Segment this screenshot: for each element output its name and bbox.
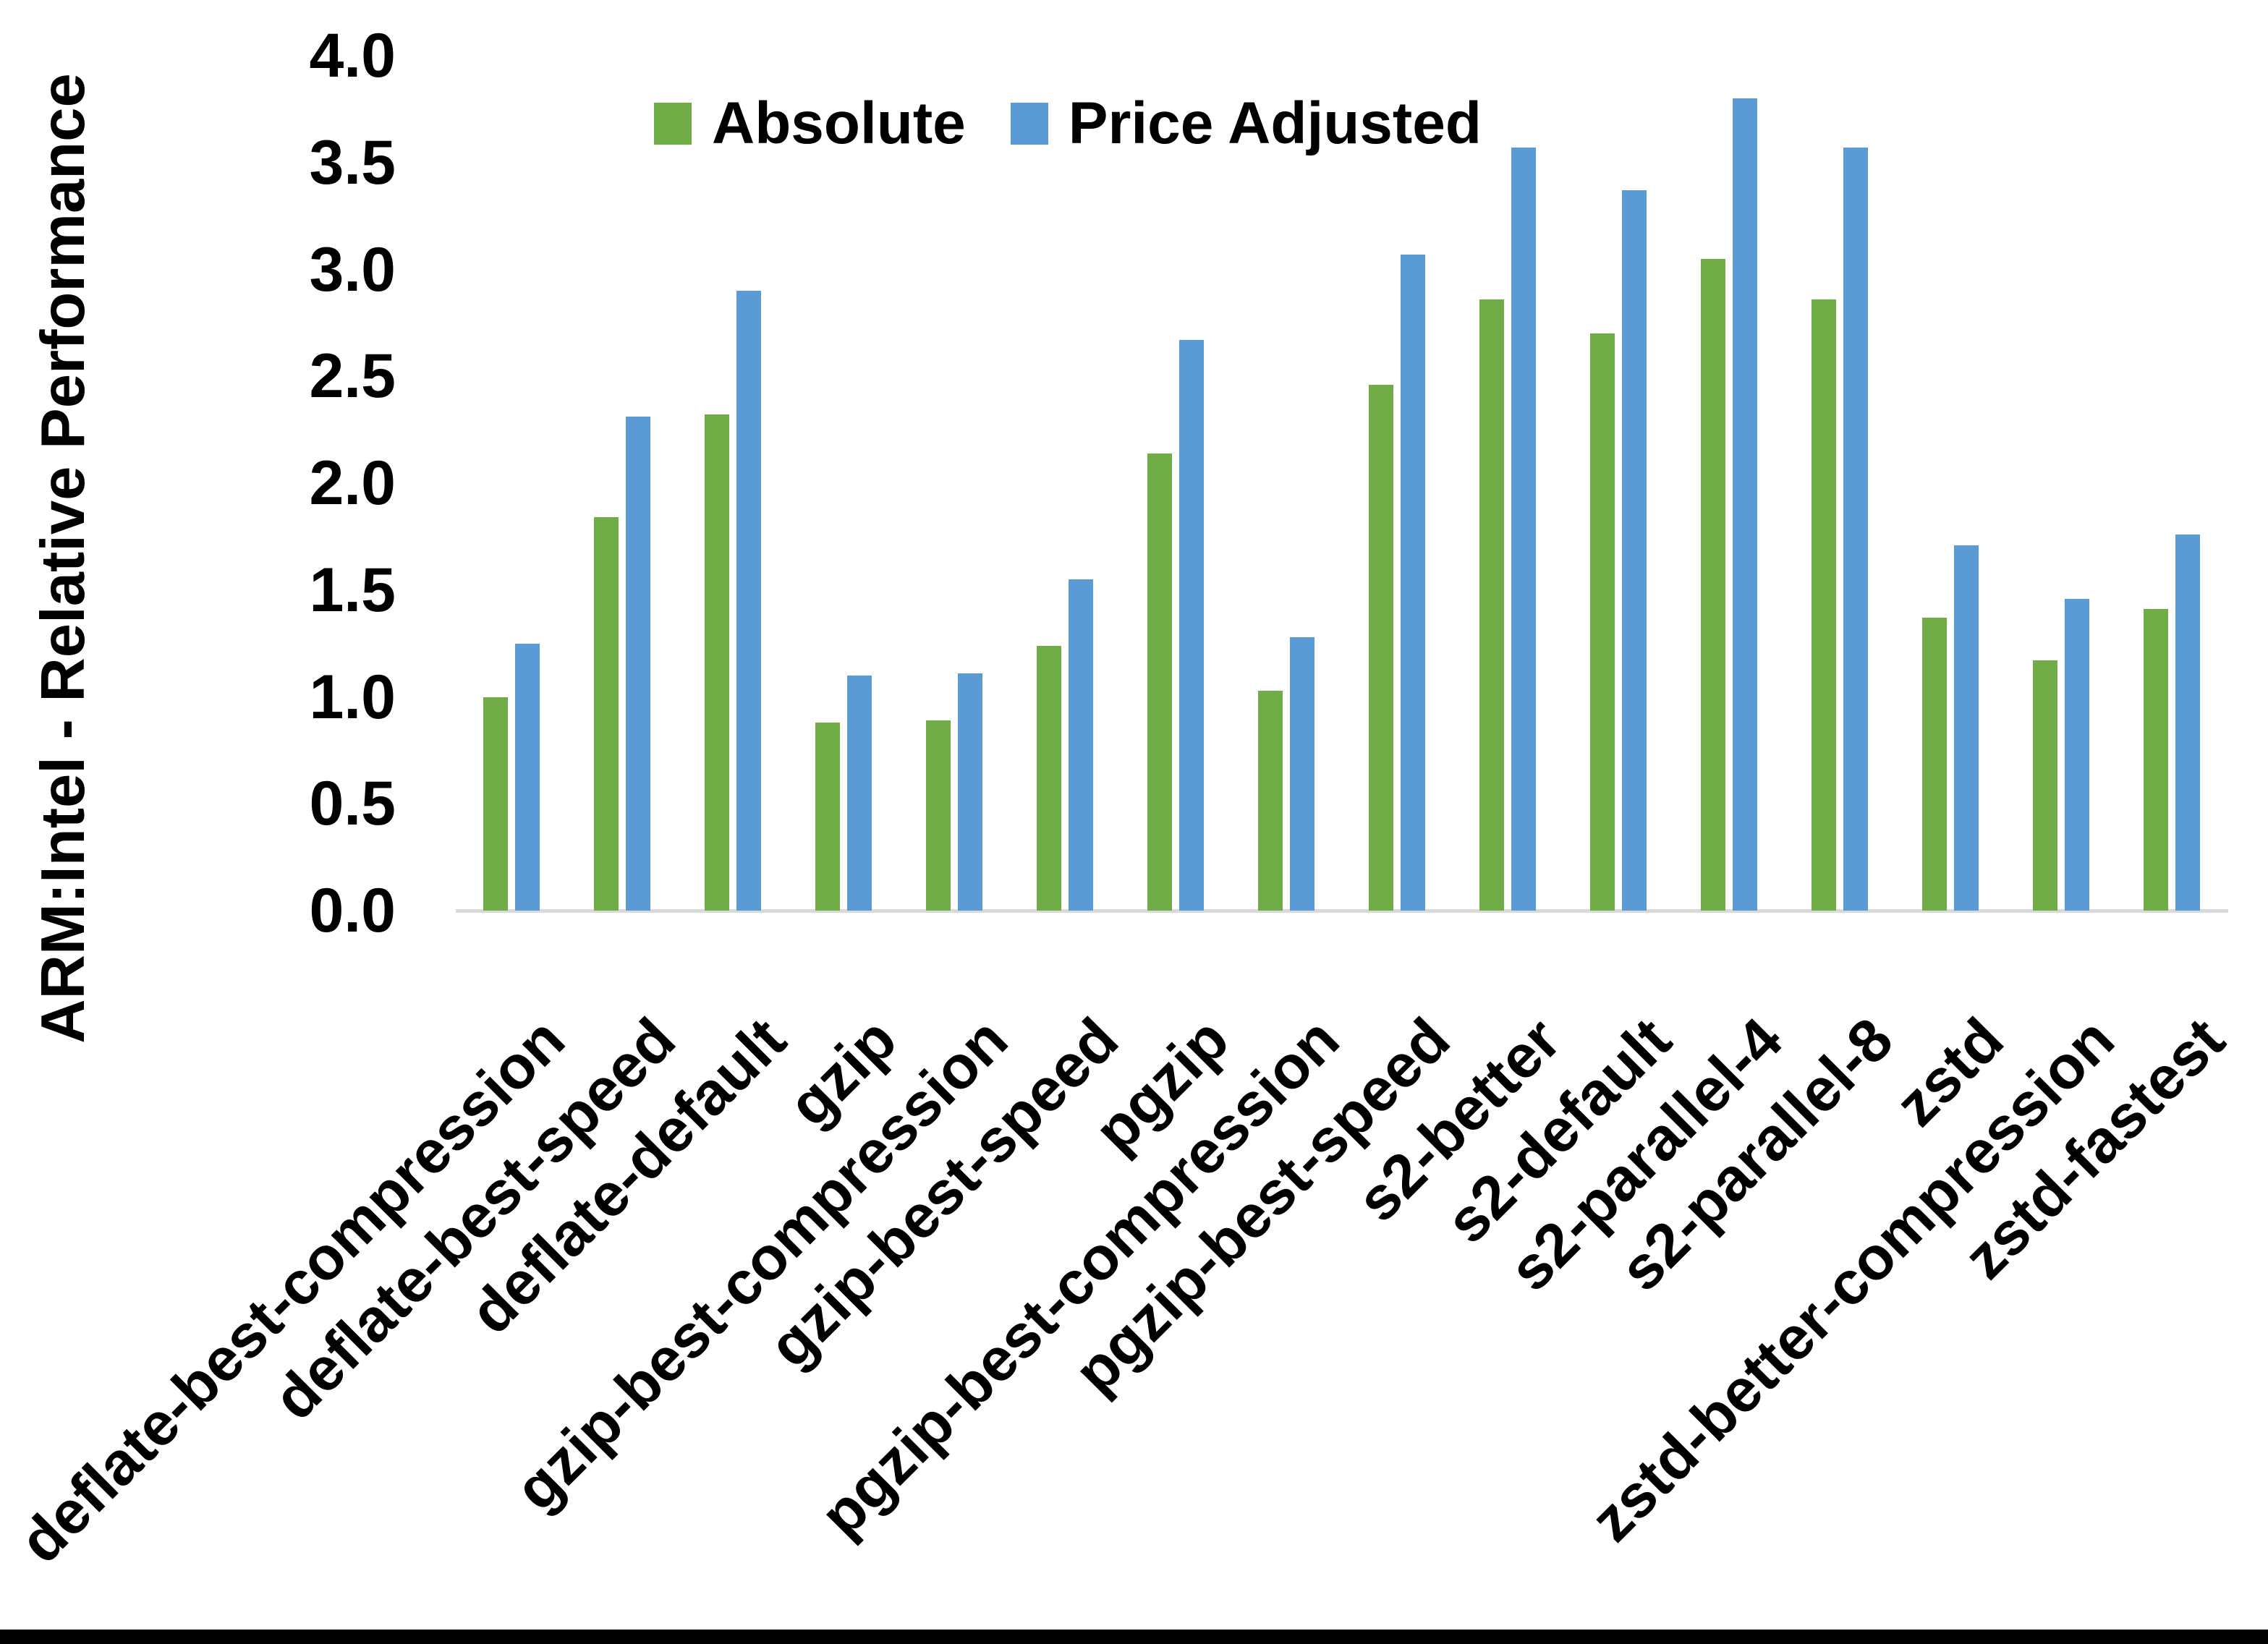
bar-price-adjusted (1179, 340, 1204, 911)
bar-price-adjusted (1622, 190, 1647, 911)
bar-absolute (1258, 690, 1283, 911)
bar-price-adjusted (1069, 579, 1093, 911)
legend-swatch-absolute-icon (654, 103, 692, 145)
y-tick-label: 1.5 (309, 555, 396, 625)
bar-absolute (1147, 453, 1172, 911)
bar-absolute (2033, 660, 2057, 911)
bar-price-adjusted (626, 417, 650, 911)
y-tick-label: 2.0 (309, 448, 396, 518)
bar-absolute (2144, 609, 2168, 911)
legend-item-price-adjusted: Price Adjusted (1010, 90, 1482, 156)
y-tick-label: 0.5 (309, 769, 396, 839)
bar-absolute (1037, 645, 1061, 911)
bar-absolute (1479, 299, 1504, 911)
legend-label-price-adjusted: Price Adjusted (1068, 90, 1482, 156)
bar-absolute (594, 517, 619, 911)
y-tick-label: 0.0 (309, 876, 396, 945)
bar-price-adjusted (2065, 598, 2089, 911)
legend-item-absolute: Absolute (654, 94, 966, 153)
bar-absolute (926, 720, 951, 911)
bar-absolute (815, 722, 840, 911)
bar-price-adjusted (736, 291, 761, 911)
bar-price-adjusted (1843, 148, 1868, 911)
y-tick-label: 2.5 (309, 341, 396, 412)
bar-price-adjusted (958, 673, 982, 911)
y-tick-label: 4.0 (309, 21, 396, 90)
bar-absolute (1922, 618, 1947, 911)
x-axis-line (456, 909, 2228, 913)
bar-price-adjusted (1401, 254, 1425, 911)
legend-label-absolute: Absolute (712, 90, 966, 156)
y-tick-label: 3.0 (309, 234, 396, 304)
bar-price-adjusted (1733, 98, 1757, 911)
bar-absolute (705, 414, 729, 911)
bar-price-adjusted (2175, 534, 2200, 911)
legend: Absolute Price Adjusted (654, 94, 1482, 153)
bar-absolute (1369, 385, 1393, 911)
screenshot-bottom-border (0, 1630, 2268, 1644)
bar-absolute (1701, 258, 1725, 911)
y-tick-label: 1.0 (309, 662, 396, 732)
bar-absolute (483, 697, 508, 911)
bar-price-adjusted (515, 643, 540, 911)
bar-absolute (1590, 333, 1615, 911)
bar-price-adjusted (847, 675, 872, 911)
bar-price-adjusted (1954, 545, 1979, 911)
bar-price-adjusted (1290, 636, 1314, 911)
bar-absolute (1812, 299, 1836, 911)
bar-price-adjusted (1511, 148, 1536, 911)
y-tick-label: 3.5 (309, 127, 396, 197)
y-axis-title: ARM:Intel - Relative Performance (29, 73, 98, 1044)
legend-swatch-price-adjusted-icon (1010, 103, 1048, 145)
